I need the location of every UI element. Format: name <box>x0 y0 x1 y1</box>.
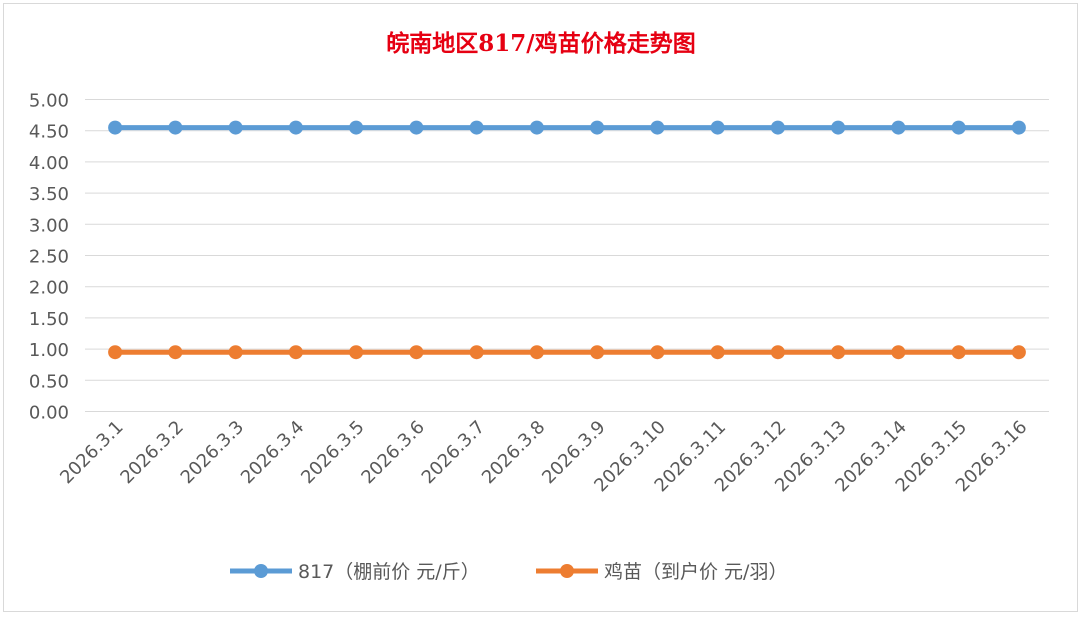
data-point <box>409 120 424 135</box>
data-point <box>409 345 424 360</box>
data-point <box>529 120 544 135</box>
data-point <box>710 120 725 135</box>
chart-frame <box>3 3 1078 612</box>
y-tick-label: 2.50 <box>29 247 69 268</box>
data-point <box>469 120 484 135</box>
data-point <box>1011 120 1026 135</box>
data-point <box>529 345 544 360</box>
grid-lines <box>85 99 1049 412</box>
data-point <box>590 120 605 135</box>
data-point <box>650 345 665 360</box>
data-point <box>831 345 846 360</box>
data-point <box>228 345 243 360</box>
x-tick-label: 2026.3.1 <box>56 417 128 489</box>
legend-marker <box>560 564 574 578</box>
data-point <box>108 345 123 360</box>
series-group <box>108 120 1026 360</box>
series-2 <box>108 345 1026 360</box>
data-point <box>228 120 243 135</box>
y-tick-label: 0.50 <box>29 371 69 392</box>
data-point <box>349 120 364 135</box>
data-point <box>951 345 966 360</box>
x-tick-label: 2026.3.2 <box>116 417 188 489</box>
data-point <box>650 120 665 135</box>
y-tick-label: 5.00 <box>29 91 69 112</box>
y-tick-label: 3.00 <box>29 215 69 236</box>
data-point <box>891 345 906 360</box>
x-tick-label: 2026.3.5 <box>297 417 369 489</box>
series-1 <box>108 120 1026 135</box>
data-point <box>770 120 785 135</box>
data-point <box>831 120 846 135</box>
data-point <box>891 120 906 135</box>
data-point <box>1011 345 1026 360</box>
x-tick-label: 2026.3.4 <box>237 417 309 489</box>
legend-item: 817（棚前价 元/斤） <box>230 561 480 583</box>
y-tick-label: 1.50 <box>29 309 69 330</box>
data-point <box>168 345 183 360</box>
data-point <box>288 120 303 135</box>
x-tick-label: 2026.3.8 <box>478 417 550 489</box>
y-axis: 0.00 0.50 1.00 1.50 2.00 2.50 3.00 3.50 4.00 4.50… <box>29 91 69 424</box>
data-point <box>951 120 966 135</box>
y-tick-label: 1.00 <box>29 340 69 361</box>
data-point <box>710 345 725 360</box>
data-point <box>349 345 364 360</box>
legend-label: 817（棚前价 元/斤） <box>298 561 480 583</box>
legend-marker <box>254 564 268 578</box>
legend: 817（棚前价 元/斤） 鸡苗（到户价 元/羽） <box>230 561 787 583</box>
y-tick-label: 4.50 <box>29 122 69 143</box>
y-tick-label: 3.50 <box>29 184 69 205</box>
data-point <box>168 120 183 135</box>
data-point <box>108 120 123 135</box>
data-point <box>288 345 303 360</box>
y-tick-label: 4.00 <box>29 153 69 174</box>
legend-label: 鸡苗（到户价 元/羽） <box>604 561 787 583</box>
y-tick-label: 0.00 <box>29 403 69 424</box>
x-tick-label: 2026.3.7 <box>418 417 490 489</box>
x-tick-label: 2026.3.6 <box>357 417 429 489</box>
data-point <box>770 345 785 360</box>
data-point <box>469 345 484 360</box>
data-point <box>590 345 605 360</box>
x-axis: 2026.3.12026.3.22026.3.32026.3.42026.3.5… <box>56 417 1031 497</box>
y-tick-label: 2.00 <box>29 278 69 299</box>
chart-title: 皖南地区817/鸡苗价格走势图 <box>386 30 695 57</box>
legend-item: 鸡苗（到户价 元/羽） <box>536 561 787 583</box>
x-tick-label: 2026.3.3 <box>177 417 249 489</box>
